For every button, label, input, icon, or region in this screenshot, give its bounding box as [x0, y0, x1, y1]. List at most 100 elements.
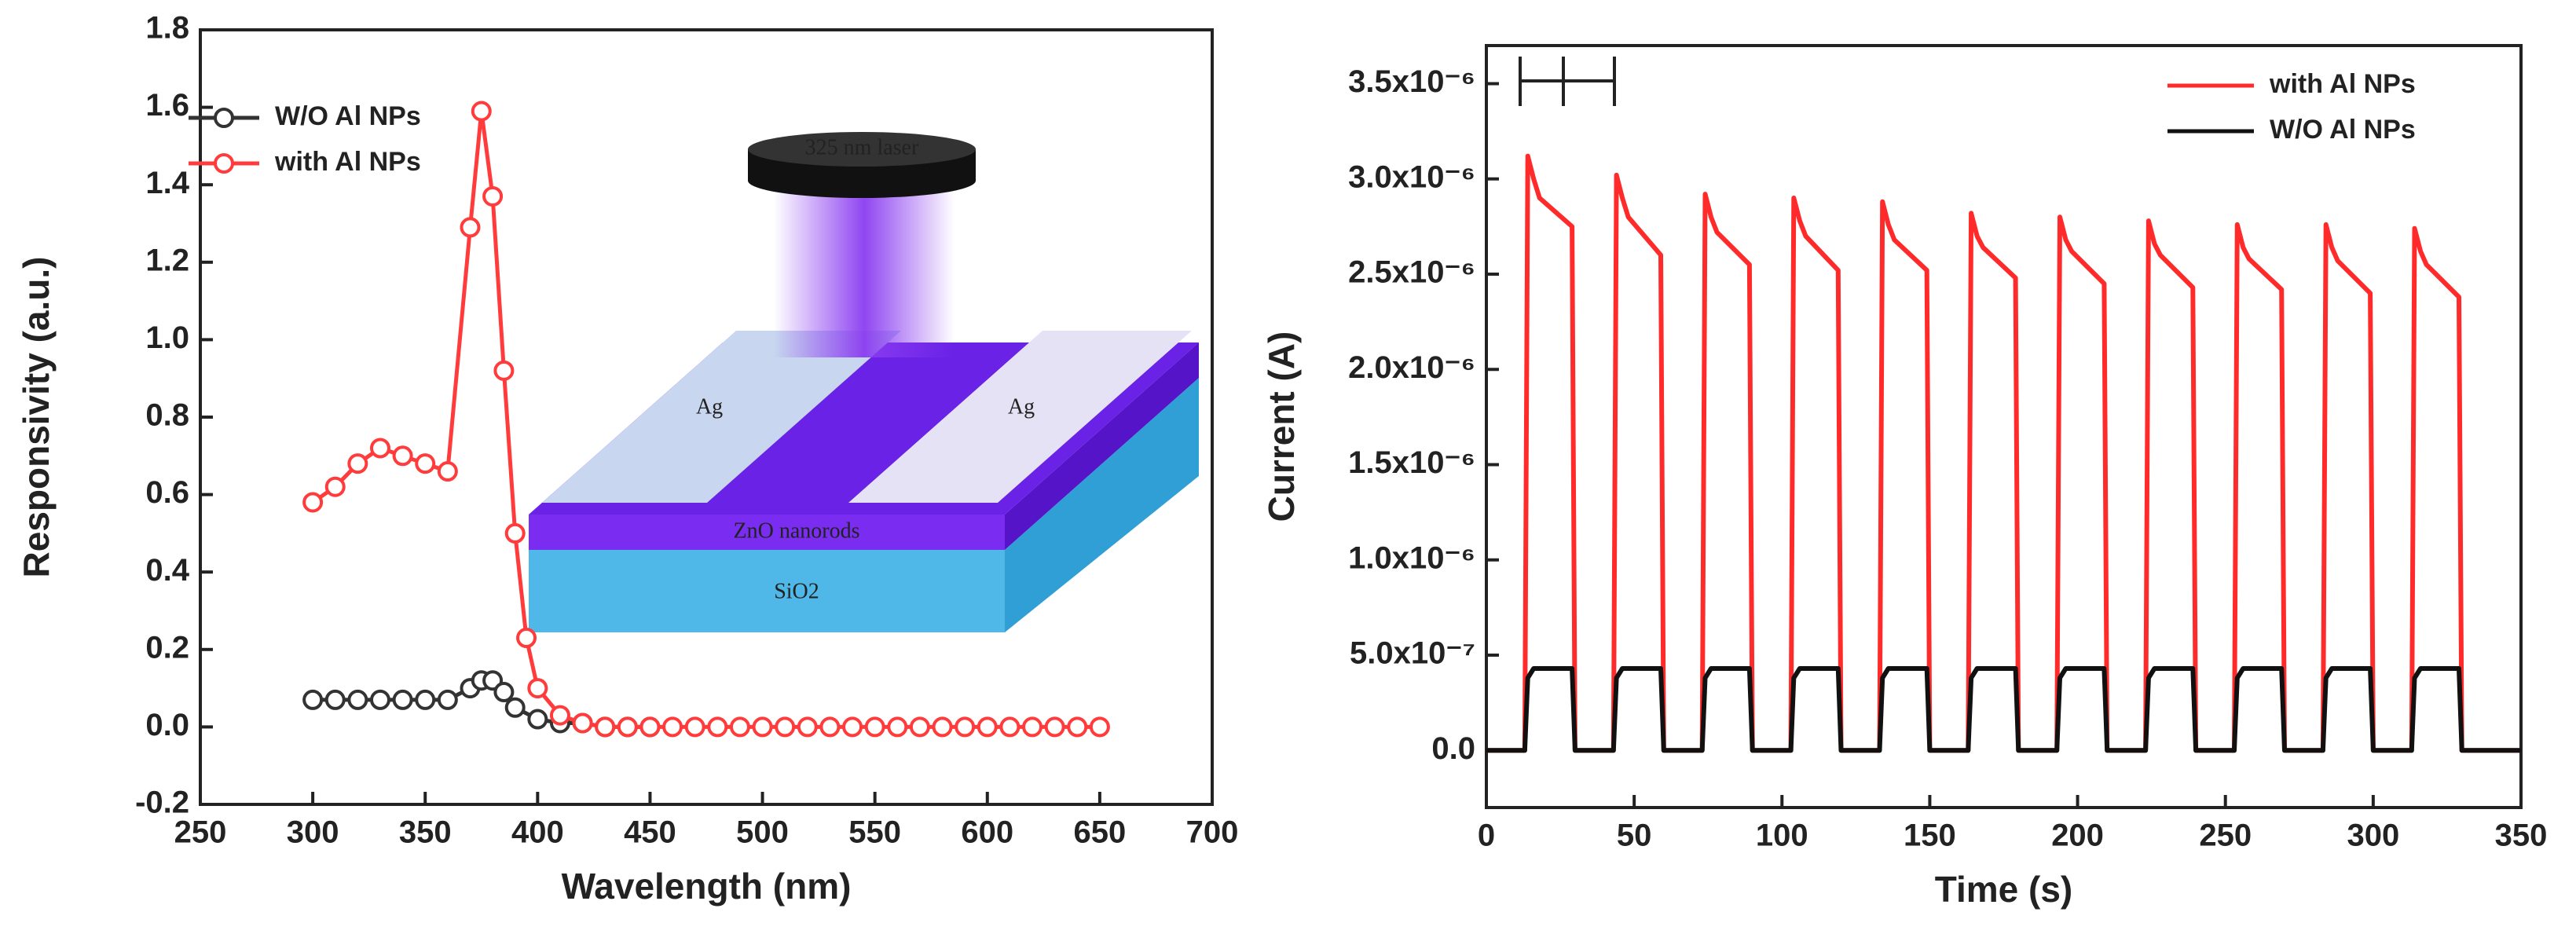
- x-tick-label: 50: [1617, 819, 1652, 853]
- plot-frame: [1485, 44, 2523, 809]
- data-point: [392, 445, 413, 467]
- data-point: [1022, 716, 1043, 738]
- inset-label: SiO2: [774, 579, 819, 603]
- data-point: [955, 716, 976, 738]
- inset-label: ZnO nanorods: [734, 518, 860, 543]
- data-point: [887, 716, 908, 738]
- data-point: [460, 217, 481, 238]
- sio2-side: [1005, 378, 1199, 632]
- y-tick-label: 1.6: [145, 88, 189, 123]
- y-tick-label: 1.0: [145, 320, 189, 355]
- zno-side: [1005, 342, 1199, 550]
- legend-marker: [214, 153, 234, 174]
- data-point: [302, 689, 324, 710]
- x-tick-label: 250: [174, 815, 227, 850]
- data-point: [437, 689, 458, 710]
- data-point: [595, 716, 616, 738]
- data-point: [493, 682, 515, 703]
- x-tick-label: 300: [287, 815, 339, 850]
- y-tick-label: 0.2: [145, 630, 189, 665]
- data-point: [493, 360, 515, 381]
- scale-bar: [1519, 57, 1616, 106]
- y-tick-label: 3.5x10⁻⁶: [1348, 64, 1475, 99]
- inset-label: Ag: [1008, 394, 1035, 419]
- x-tick-label: 300: [2347, 819, 2399, 853]
- sio2-front: [529, 550, 1005, 632]
- data-point: [1044, 716, 1065, 738]
- data-point: [999, 716, 1021, 738]
- data-point: [516, 628, 537, 649]
- x-tick-label: 700: [1186, 815, 1239, 850]
- x-tick-label: 100: [1756, 819, 1808, 853]
- inset-label: 325 nm laser: [805, 135, 919, 159]
- data-point: [909, 716, 930, 738]
- x-tick-label: 550: [848, 815, 901, 850]
- ag-pad: [542, 331, 901, 503]
- y-tick-label: 1.2: [145, 243, 189, 277]
- data-point: [977, 716, 998, 738]
- y-tick-label: 0.0: [1431, 731, 1475, 766]
- y-tick-label: 1.4: [145, 166, 189, 200]
- x-tick-label: 150: [1904, 819, 1956, 853]
- legend-label: with Al NPs: [274, 147, 421, 177]
- data-point: [1067, 716, 1088, 738]
- data-point: [369, 689, 390, 710]
- data-point: [639, 716, 661, 738]
- y-axis-title: Current (A): [1261, 331, 1302, 522]
- y-tick-label: 1.0x10⁻⁶: [1348, 540, 1475, 575]
- x-axis-title: Time (s): [1935, 869, 2073, 910]
- legend-marker: [214, 108, 234, 128]
- data-point: [302, 492, 324, 513]
- legend-label: W/O Al NPs: [275, 101, 421, 131]
- y-tick-label: 5.0x10⁻⁷: [1350, 636, 1475, 671]
- x-tick-label: 650: [1074, 815, 1127, 850]
- series-line: [1486, 153, 2521, 753]
- y-tick-label: 1.8: [145, 11, 189, 46]
- y-tick-label: 3.0x10⁻⁶: [1348, 159, 1475, 194]
- data-point: [324, 689, 346, 710]
- data-point: [482, 185, 504, 207]
- x-tick-label: 600: [961, 815, 1013, 850]
- data-point: [729, 716, 750, 738]
- data-point: [549, 705, 570, 726]
- x-tick-label: 250: [2199, 819, 2252, 853]
- data-point: [527, 678, 548, 699]
- data-point: [347, 453, 368, 474]
- laser-body: [748, 163, 976, 198]
- legend-label: W/O Al NPs: [2270, 115, 2416, 145]
- x-tick-label: 450: [624, 815, 676, 850]
- data-point: [662, 716, 683, 738]
- data-point: [572, 712, 593, 734]
- x-tick-label: 500: [736, 815, 789, 850]
- inset-label: Ag: [696, 394, 723, 419]
- data-point: [797, 716, 818, 738]
- data-point: [415, 453, 436, 474]
- data-point: [347, 689, 368, 710]
- y-tick-label: 0.0: [145, 708, 189, 742]
- y-tick-label: 1.5x10⁻⁶: [1348, 445, 1475, 480]
- laser-top: [748, 132, 976, 167]
- data-point: [324, 476, 346, 497]
- data-point: [775, 716, 796, 738]
- y-tick-label: 2.0x10⁻⁶: [1348, 350, 1475, 385]
- laser-beam: [774, 177, 955, 357]
- data-point: [842, 716, 863, 738]
- ag-pad: [848, 331, 1192, 503]
- device-schematic: [529, 132, 1199, 632]
- data-point: [684, 716, 705, 738]
- data-point: [752, 716, 773, 738]
- data-point: [819, 716, 841, 738]
- zno-front: [529, 515, 1005, 550]
- data-point: [504, 697, 526, 718]
- data-point: [707, 716, 728, 738]
- x-tick-label: 350: [2495, 819, 2548, 853]
- data-point: [504, 522, 526, 544]
- data-point: [437, 461, 458, 482]
- data-point: [527, 709, 548, 730]
- y-axis-title: Responsivity (a.u.): [16, 257, 57, 578]
- y-tick-label: 0.6: [145, 475, 189, 510]
- data-point: [617, 716, 638, 738]
- y-tick-label: 0.4: [145, 553, 189, 588]
- x-tick-label: 0: [1478, 819, 1495, 853]
